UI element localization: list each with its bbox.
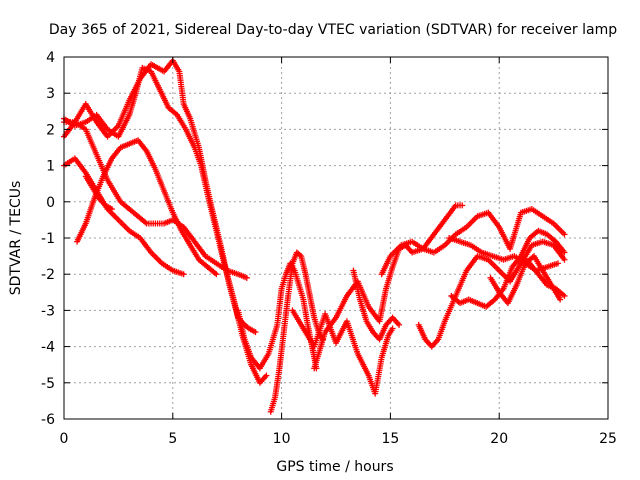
data-point-marker [396, 321, 403, 328]
grid-lines [64, 57, 608, 419]
data-point-marker [554, 260, 561, 267]
data-series-5 [82, 173, 115, 213]
chart-title: Day 365 of 2021, Sidereal Day-to-day VTE… [49, 22, 617, 38]
data-series-16 [517, 227, 568, 260]
y-tick-label: -3 [41, 303, 55, 319]
x-tick-label: 15 [381, 431, 399, 447]
data-series-3 [61, 155, 187, 278]
data-point-marker [243, 274, 250, 281]
y-tick-label: -2 [41, 267, 55, 283]
x-tick-label: 5 [168, 431, 177, 447]
y-tick-label: 2 [46, 122, 55, 138]
y-tick-label: -4 [41, 340, 55, 356]
y-axis-label: SDTVAR / TECUs [8, 181, 24, 296]
data-point-marker [561, 231, 568, 238]
y-tick-label: -5 [41, 376, 55, 392]
data-point-marker [459, 202, 466, 209]
x-tick-label: 25 [599, 431, 617, 447]
y-tick-label: 4 [46, 50, 55, 66]
data-series-12 [415, 238, 568, 350]
data-series-points [61, 57, 568, 415]
data-point-marker [213, 271, 220, 278]
data-point-marker [557, 296, 564, 303]
y-tick-label: -6 [41, 412, 55, 428]
data-point-marker [389, 325, 396, 332]
y-tick-label: -1 [41, 231, 55, 247]
data-series-14 [446, 235, 561, 274]
x-tick-label: 20 [490, 431, 508, 447]
x-tick-label: 10 [273, 431, 291, 447]
x-tick-label: 0 [60, 431, 69, 447]
data-series-6 [235, 260, 320, 372]
data-point-marker [263, 372, 270, 379]
data-point-marker [561, 292, 568, 299]
data-series-8 [289, 307, 396, 397]
data-series-15 [487, 253, 564, 307]
data-point-marker [561, 249, 568, 256]
data-series-11 [378, 206, 568, 278]
data-series-4 [74, 137, 220, 278]
data-series-10 [350, 267, 403, 343]
data-point-marker [252, 329, 259, 336]
data-point-marker [108, 206, 115, 213]
x-axis-label: GPS time / hours [276, 459, 393, 475]
data-series-0 [61, 57, 259, 336]
y-tick-label: 3 [46, 86, 55, 102]
data-point-marker [561, 256, 568, 263]
data-point-marker [180, 271, 187, 278]
axis-ticks: 0 5 10 15 20 25 -6 -5 -4 -3 -2 -1 0 1 2 3 4 [41, 50, 617, 447]
y-tick-label: 1 [46, 159, 55, 175]
y-tick-label: 0 [46, 195, 55, 211]
